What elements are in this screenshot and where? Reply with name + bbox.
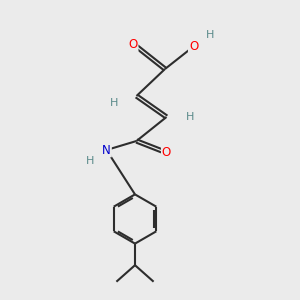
Text: H: H [186, 112, 195, 122]
Text: O: O [189, 40, 198, 53]
Text: H: H [110, 98, 118, 109]
Text: H: H [206, 29, 214, 40]
Text: O: O [162, 146, 171, 159]
Text: H: H [86, 155, 94, 166]
Text: N: N [102, 143, 111, 157]
Text: O: O [128, 38, 137, 52]
